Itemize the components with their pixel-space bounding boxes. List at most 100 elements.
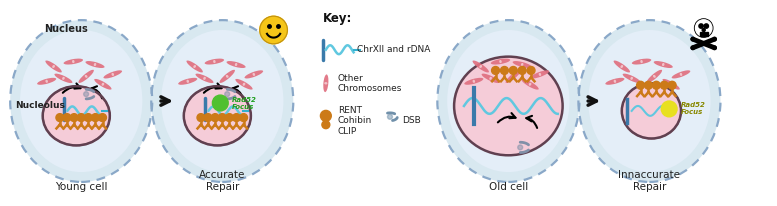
Ellipse shape	[94, 63, 96, 66]
Ellipse shape	[219, 70, 235, 83]
Ellipse shape	[482, 74, 500, 83]
Ellipse shape	[506, 70, 521, 83]
Ellipse shape	[45, 80, 48, 83]
Ellipse shape	[531, 70, 549, 78]
Ellipse shape	[512, 75, 514, 78]
Ellipse shape	[64, 59, 83, 64]
Ellipse shape	[472, 61, 489, 73]
Text: Old cell: Old cell	[489, 182, 528, 192]
Ellipse shape	[37, 78, 56, 85]
Circle shape	[92, 114, 99, 122]
Text: ChrXII and rDNA: ChrXII and rDNA	[357, 45, 430, 54]
Circle shape	[212, 95, 228, 111]
Ellipse shape	[605, 78, 625, 85]
Ellipse shape	[85, 61, 105, 68]
Circle shape	[56, 114, 64, 122]
Ellipse shape	[242, 83, 246, 86]
Ellipse shape	[85, 75, 88, 78]
Ellipse shape	[632, 59, 651, 64]
Circle shape	[653, 81, 660, 89]
Ellipse shape	[513, 61, 531, 68]
Ellipse shape	[324, 82, 327, 84]
Text: Nucleolus: Nucleolus	[15, 102, 64, 110]
Text: Rad52
Focus: Rad52 Focus	[232, 96, 257, 110]
Circle shape	[320, 110, 331, 121]
Ellipse shape	[235, 63, 237, 66]
Circle shape	[492, 67, 500, 74]
Ellipse shape	[653, 75, 656, 78]
Ellipse shape	[614, 61, 630, 73]
Ellipse shape	[621, 65, 623, 68]
Ellipse shape	[72, 60, 75, 63]
Circle shape	[695, 19, 713, 37]
Circle shape	[704, 24, 709, 28]
Ellipse shape	[186, 80, 189, 83]
Ellipse shape	[102, 83, 104, 86]
Circle shape	[84, 92, 89, 97]
Ellipse shape	[479, 65, 482, 68]
Text: Rad52
Focus: Rad52 Focus	[681, 102, 706, 115]
Bar	[706, 32, 708, 36]
Circle shape	[702, 28, 706, 32]
Ellipse shape	[614, 80, 616, 83]
Ellipse shape	[111, 73, 114, 76]
Text: Key:: Key:	[323, 12, 352, 25]
Ellipse shape	[184, 86, 251, 145]
Circle shape	[225, 114, 233, 122]
Ellipse shape	[43, 86, 110, 145]
Text: DSB: DSB	[402, 116, 420, 125]
Circle shape	[260, 16, 287, 44]
Ellipse shape	[448, 30, 570, 172]
Ellipse shape	[196, 74, 214, 83]
Ellipse shape	[178, 78, 197, 85]
Ellipse shape	[472, 80, 475, 83]
Circle shape	[518, 67, 526, 74]
Ellipse shape	[78, 70, 94, 83]
Circle shape	[517, 145, 523, 150]
Ellipse shape	[204, 77, 206, 80]
Circle shape	[70, 114, 78, 122]
Circle shape	[713, 37, 716, 41]
Ellipse shape	[152, 20, 293, 182]
Ellipse shape	[213, 60, 216, 63]
Ellipse shape	[10, 20, 152, 182]
Ellipse shape	[94, 79, 112, 90]
Circle shape	[668, 81, 676, 89]
Ellipse shape	[622, 74, 641, 83]
Ellipse shape	[186, 61, 203, 73]
Ellipse shape	[161, 30, 284, 172]
Circle shape	[713, 46, 716, 49]
Bar	[703, 32, 705, 36]
Circle shape	[225, 92, 230, 97]
Ellipse shape	[640, 60, 643, 63]
Ellipse shape	[538, 73, 542, 76]
Ellipse shape	[521, 79, 538, 90]
Text: Nucleus: Nucleus	[44, 24, 89, 34]
Ellipse shape	[588, 30, 711, 172]
Text: Young cell: Young cell	[55, 182, 107, 192]
Circle shape	[695, 20, 712, 36]
Ellipse shape	[680, 73, 682, 76]
Text: Accurate
Repair: Accurate Repair	[199, 170, 246, 192]
Circle shape	[77, 114, 85, 122]
Ellipse shape	[490, 77, 492, 80]
Ellipse shape	[663, 79, 680, 90]
Ellipse shape	[454, 57, 563, 155]
Ellipse shape	[245, 70, 263, 78]
Ellipse shape	[20, 30, 142, 172]
Ellipse shape	[253, 73, 255, 76]
Circle shape	[510, 67, 517, 74]
Ellipse shape	[653, 61, 673, 68]
Bar	[700, 32, 702, 36]
Circle shape	[527, 67, 535, 74]
Ellipse shape	[437, 20, 580, 182]
Circle shape	[500, 67, 508, 74]
Ellipse shape	[491, 59, 510, 64]
Ellipse shape	[662, 63, 664, 66]
Circle shape	[388, 114, 392, 119]
Ellipse shape	[226, 75, 228, 78]
Ellipse shape	[193, 65, 196, 68]
Ellipse shape	[521, 63, 524, 66]
Circle shape	[660, 81, 668, 89]
Circle shape	[204, 114, 212, 122]
